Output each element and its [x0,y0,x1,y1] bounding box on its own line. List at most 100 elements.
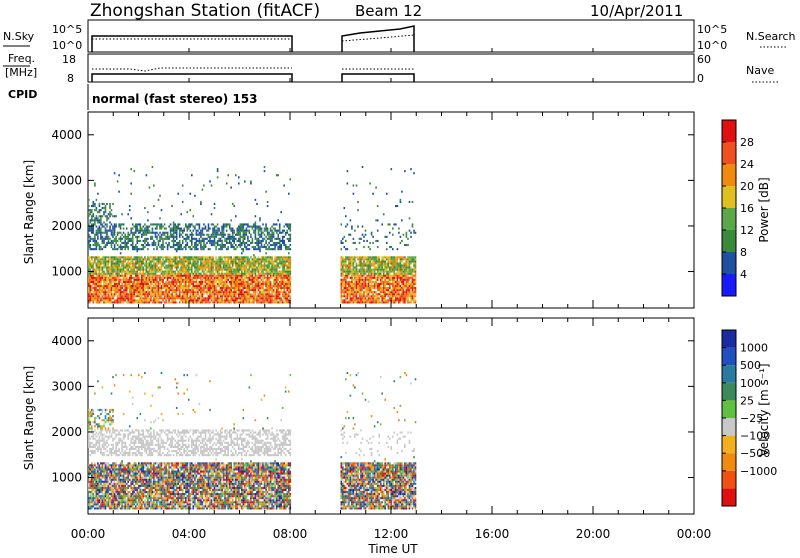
range-cell [159,194,161,197]
range-cell [98,276,101,279]
range-cell [151,270,154,273]
range-cell [88,229,90,232]
range-cell [354,274,356,277]
range-cell [213,241,216,244]
range-cell [274,229,276,232]
range-cell [109,276,111,279]
range-cell [204,301,207,304]
range-cell [195,301,198,304]
range-cell [271,276,273,279]
range-cell [378,285,380,288]
range-cell [203,291,205,294]
range-cell [213,229,216,232]
range-cell [256,291,258,294]
range-cell [91,295,93,298]
range-cell [188,246,190,249]
range-cell [97,241,99,244]
range-cell [175,278,178,281]
range-cell [160,209,163,212]
range-cell [235,274,237,277]
range-cell [165,258,167,261]
range-cell [181,270,184,273]
range-cell [393,270,396,273]
range-cell [198,239,201,242]
range-cell [235,248,237,251]
range-cell [141,280,143,283]
range-cell [209,262,211,265]
range-cell [113,295,116,298]
range-cell [390,258,393,261]
range-cell [250,289,252,292]
range-cell [382,260,385,263]
range-cell [358,260,361,263]
range-cell [378,264,380,267]
range-cell [139,268,142,271]
range-cell [139,282,142,285]
range-cell [128,282,131,285]
range-cell [351,282,353,285]
range-cell [289,264,292,267]
range-cell [361,256,364,259]
range-cell [136,289,139,292]
range-cell [192,264,195,267]
range-cell [349,258,352,261]
range-cell [367,260,370,263]
range-cell [395,258,397,261]
range-cell [277,258,279,261]
range-cell [378,299,380,302]
range-cell [376,272,379,275]
range-cell [130,260,132,263]
range-cell [342,274,344,277]
range-cell [230,235,232,238]
range-cell [278,274,281,277]
range-cell [91,211,93,214]
range-cell [247,272,249,275]
range-cell [216,293,219,296]
range-cell [372,287,374,290]
range-cell [156,295,158,298]
range-cell [369,256,371,259]
range-cell [172,223,175,226]
range-cell [398,272,400,275]
range-cell [235,301,237,304]
range-cell [263,280,266,283]
range-cell [156,280,158,283]
range-cell [381,274,383,277]
range-cell [197,244,199,247]
range-cell [389,287,391,290]
range-cell [131,289,134,292]
range-cell [165,293,167,296]
range-cell [370,258,373,261]
range-cell [95,239,98,242]
range-cell [160,248,163,251]
range-cell [274,241,276,244]
range-cell [364,264,367,267]
range-cell [109,301,111,304]
range-cell [405,231,408,234]
range-cell [345,215,347,218]
range-cell [101,262,104,265]
range-cell [248,268,251,271]
range-cell [130,266,132,269]
range-cell [219,299,222,302]
range-cell [381,301,383,304]
range-cell [97,219,99,222]
range-cell [207,229,210,232]
range-cell [209,266,211,269]
range-cell [378,272,380,275]
range-cell [222,291,225,294]
range-cell [225,280,228,283]
range-cell [387,262,390,265]
range-cell [230,229,232,232]
range-cell [245,282,248,285]
range-cell [259,276,261,279]
range-cell [191,287,193,290]
range-cell [209,295,211,298]
range-cell [162,244,164,247]
range-cell [271,274,273,277]
range-cell [247,297,249,300]
range-cell [130,299,132,302]
range-cell [139,272,142,275]
range-cell [95,264,98,267]
range-cell [262,237,264,240]
